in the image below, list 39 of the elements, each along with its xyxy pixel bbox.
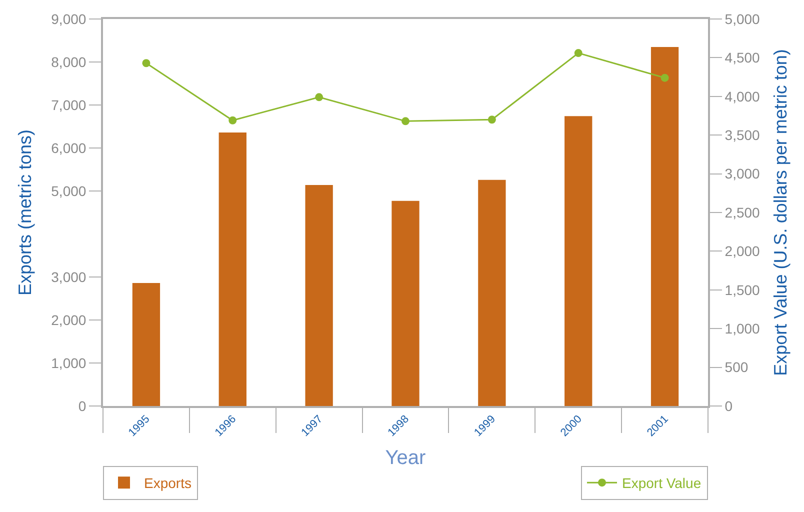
y2-tick-label: 1,000 (724, 320, 760, 336)
x-axis-title: Year (385, 447, 426, 470)
point (660, 74, 669, 82)
y2-tick-label: 0 (724, 398, 733, 414)
legend-label: Exports (144, 475, 192, 492)
bar (218, 132, 246, 406)
bar (650, 46, 679, 406)
y-tick-label: 5,000 (51, 182, 86, 199)
y2-tick-label: 500 (724, 359, 748, 376)
y-tick-label: 6,000 (51, 140, 86, 156)
point (488, 116, 496, 124)
y-tick-label: 2,000 (51, 312, 86, 328)
point (574, 49, 582, 58)
y-tick-label: 1,000 (51, 354, 86, 371)
y-axis-title: Exports (metric tons) (14, 129, 35, 296)
bar (392, 200, 420, 406)
y-tick-label: 0 (78, 398, 86, 414)
point (142, 59, 150, 68)
y2-tick-label: 3,500 (724, 127, 760, 143)
y2-tick-label: 4,500 (724, 50, 760, 66)
y2-tick-label: 3,000 (724, 166, 760, 182)
y2-tick-label: 2,500 (724, 204, 760, 220)
bar (305, 184, 333, 406)
y-tick-label: 9,000 (51, 10, 86, 27)
point (402, 117, 410, 126)
y-tick-label: 3,000 (51, 268, 86, 285)
y2-tick-label: 1,500 (724, 282, 760, 298)
y2-tick-label: 5,000 (724, 10, 760, 27)
point (228, 116, 237, 124)
y2-tick-label: 4,000 (724, 88, 760, 104)
y2-tick-label: 2,000 (724, 243, 760, 260)
y-tick-label: 8,000 (51, 54, 86, 70)
bar (132, 283, 160, 406)
y-tick-label: 7,000 (51, 96, 86, 113)
bar (564, 116, 592, 406)
bar (478, 180, 506, 406)
legend-label: Export Value (622, 475, 702, 492)
point (315, 93, 324, 102)
y2-axis-title: Export Value (U.S. dollars per metric ton) (770, 49, 791, 376)
